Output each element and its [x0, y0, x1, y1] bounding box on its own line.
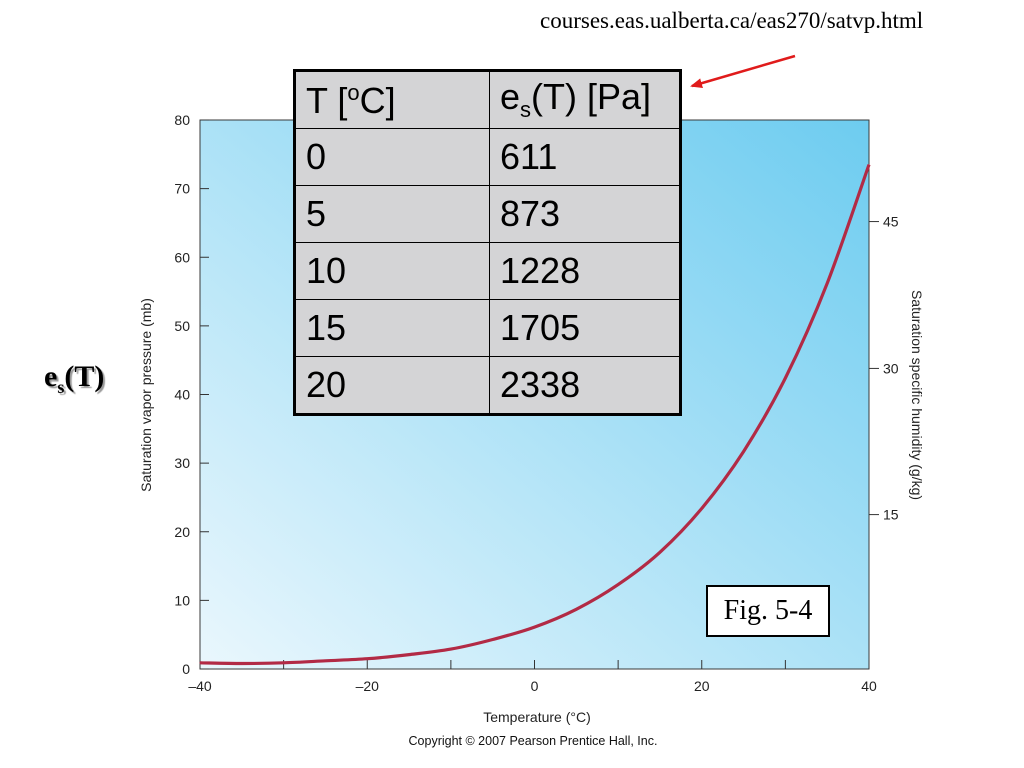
y2-axis-title: Saturation specific humidity (g/kg): [909, 290, 925, 500]
y-tick-label: 80: [174, 112, 190, 128]
header-temperature: T [oC]: [294, 70, 490, 129]
cell-t: 15: [294, 299, 490, 357]
x-axis-title: Temperature (°C): [483, 709, 591, 725]
x-tick-label: 40: [861, 678, 877, 694]
cell-t: 0: [294, 128, 490, 186]
table-row: 20 2338: [294, 356, 681, 415]
saturation-data-table: T [oC] es(T) [Pa] 0 611 5 873 10 1228 15 170…: [293, 69, 682, 416]
cell-es: 2338: [489, 356, 681, 415]
y-tick-label: 0: [182, 661, 190, 677]
y2-tick-label: 15: [883, 507, 899, 523]
pointer-arrow: [690, 54, 796, 89]
header-es-pre: e: [500, 75, 521, 117]
header-es-post: (T) [Pa]: [531, 75, 652, 117]
cell-t: 20: [294, 356, 490, 415]
y-tick-label: 70: [174, 181, 190, 197]
table-row: 5 873: [294, 185, 681, 243]
y-axis-title: Saturation vapor pressure (mb): [138, 298, 154, 492]
cell-es: 873: [489, 185, 681, 243]
es-label-sub: s: [57, 377, 65, 397]
header-t-pre: T [: [306, 79, 348, 121]
y-tick-label: 30: [174, 455, 190, 471]
table-row: 10 1228: [294, 242, 681, 300]
saturation-curve: [199, 164, 871, 666]
header-es: es(T) [Pa]: [489, 70, 681, 129]
cell-es: 1705: [489, 299, 681, 357]
table-row: 0 611: [294, 128, 681, 186]
cell-es: 611: [489, 128, 681, 186]
x-tick-label: –40: [188, 678, 212, 694]
cell-t: 5: [294, 185, 490, 243]
y-tick-label: 10: [174, 592, 190, 608]
es-label-rest: (T): [64, 360, 105, 393]
x-tick-label: 0: [531, 678, 539, 694]
cell-t: 10: [294, 242, 490, 300]
y-tick-label: 40: [174, 387, 190, 403]
table-row: 15 1705: [294, 299, 681, 357]
copyright-text: Copyright © 2007 Pearson Prentice Hall, …: [409, 734, 658, 748]
table-header-row: T [oC] es(T) [Pa]: [294, 70, 681, 129]
figure-label: Fig. 5-4: [706, 585, 830, 637]
header-t-post: C]: [359, 79, 396, 121]
y-tick-label: 50: [174, 318, 190, 334]
x-tick-label: –20: [356, 678, 380, 694]
y2-tick-label: 30: [883, 360, 899, 376]
header-t-sup: o: [347, 79, 360, 105]
cell-es: 1228: [489, 242, 681, 300]
source-url-caption: courses.eas.ualberta.ca/eas270/satvp.htm…: [540, 8, 924, 33]
y-tick-label: 20: [174, 524, 190, 540]
es-side-label: es(T): [44, 360, 104, 398]
y2-tick-label: 45: [883, 214, 899, 230]
y-tick-label: 60: [174, 249, 190, 265]
x-tick-label: 20: [694, 678, 710, 694]
es-label-main: e: [44, 360, 58, 393]
header-es-sub: s: [520, 97, 532, 123]
